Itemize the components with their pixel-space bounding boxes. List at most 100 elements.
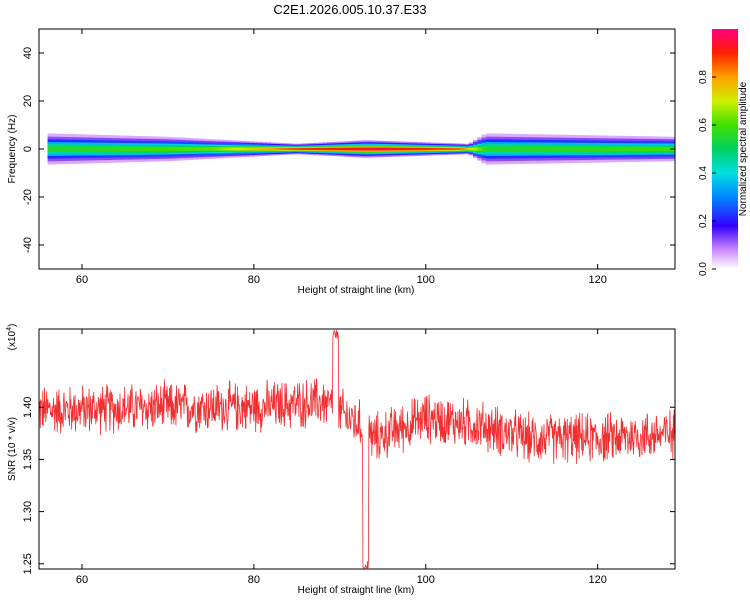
band-cell bbox=[442, 147, 448, 151]
band-cell bbox=[326, 147, 332, 151]
band-cell bbox=[288, 148, 293, 150]
x-tick-label: 120 bbox=[588, 574, 606, 586]
band-cell bbox=[262, 147, 268, 151]
band-cell bbox=[210, 147, 216, 151]
band-cell bbox=[490, 146, 495, 152]
band-cell bbox=[155, 146, 160, 152]
y-tick-label: 0 bbox=[22, 146, 34, 152]
band-cell bbox=[369, 147, 375, 151]
band-cell bbox=[176, 147, 182, 151]
snr-x-label: Height of straight line (km) bbox=[298, 585, 415, 596]
colorbar-tick-label: 0.8 bbox=[698, 70, 709, 84]
y-tick-label: 1.25 bbox=[22, 553, 34, 574]
snr-frame bbox=[38, 328, 676, 570]
band-cell bbox=[554, 146, 560, 152]
band-cell bbox=[73, 146, 78, 152]
spectrogram-panel: 60 80 100 120 -40 -20 0 20 40 Height of straigh… bbox=[7, 28, 676, 296]
band-cell bbox=[56, 146, 61, 152]
band-cell bbox=[271, 147, 276, 151]
band-cell bbox=[468, 147, 474, 151]
band-cell bbox=[550, 146, 555, 152]
band-cell bbox=[240, 147, 246, 151]
band-cell bbox=[103, 146, 109, 152]
band-cell bbox=[202, 147, 207, 151]
band-cell bbox=[477, 146, 482, 152]
band-cell bbox=[520, 146, 525, 152]
band-cell bbox=[331, 147, 336, 151]
band-cell bbox=[601, 146, 607, 152]
band-cell bbox=[163, 146, 169, 152]
band-cell bbox=[228, 147, 233, 151]
band-cell bbox=[129, 146, 134, 152]
band-cell bbox=[107, 146, 113, 152]
band-cell bbox=[503, 146, 508, 152]
band-cell bbox=[253, 147, 259, 151]
band-cell bbox=[348, 147, 354, 151]
band-cell bbox=[644, 146, 650, 152]
band-cell bbox=[627, 146, 633, 152]
band-cell bbox=[606, 146, 611, 152]
snr-y-ticks: 1.25 1.30 1.35 1.40 bbox=[22, 397, 675, 574]
band-cell bbox=[662, 146, 667, 152]
band-cell bbox=[451, 148, 457, 150]
band-cell bbox=[511, 146, 517, 152]
band-cell bbox=[305, 148, 311, 150]
band-cell bbox=[614, 146, 620, 152]
spectrogram-y-ticks: -40 -20 0 20 40 bbox=[22, 47, 675, 253]
band-cell bbox=[69, 146, 74, 152]
band-cell bbox=[215, 147, 220, 151]
band-cell bbox=[632, 146, 637, 152]
band-cell bbox=[283, 148, 289, 150]
band-cell bbox=[460, 148, 465, 150]
band-cell bbox=[193, 147, 199, 151]
band-cell bbox=[597, 146, 603, 152]
band-cell bbox=[142, 146, 147, 152]
colorbar-ticks: 0.0 0.2 0.4 0.6 0.8 bbox=[698, 70, 716, 276]
band-cell bbox=[399, 147, 405, 151]
band-cell bbox=[649, 146, 654, 152]
band-cell bbox=[185, 147, 190, 151]
band-cell bbox=[391, 147, 396, 151]
band-cell bbox=[64, 146, 70, 152]
band-cell bbox=[408, 147, 414, 151]
band-cell bbox=[623, 146, 629, 152]
colorbar-label: Normalized spectral amplitude bbox=[738, 81, 749, 216]
band-cell bbox=[266, 147, 272, 151]
band-cell bbox=[249, 147, 255, 151]
band-cell bbox=[365, 147, 371, 151]
band-cell bbox=[146, 146, 152, 152]
band-cell bbox=[434, 147, 439, 151]
band-cell bbox=[236, 147, 242, 151]
band-cell bbox=[537, 146, 543, 152]
band-cell bbox=[124, 146, 130, 152]
band-cell bbox=[361, 147, 366, 151]
x-tick-label: 60 bbox=[76, 574, 88, 586]
band-cell bbox=[357, 147, 362, 151]
colorbar-tick-label: 0.6 bbox=[698, 118, 709, 132]
spectrogram-x-ticks: 60 80 100 120 bbox=[76, 29, 607, 286]
band-cell bbox=[120, 146, 126, 152]
band-cell bbox=[232, 147, 237, 151]
band-cell bbox=[412, 147, 418, 151]
band-cell bbox=[352, 147, 358, 151]
band-cell bbox=[296, 148, 302, 150]
snr-multiplier-close: ) bbox=[7, 324, 18, 327]
band-cell bbox=[150, 146, 156, 152]
band-cell bbox=[481, 146, 487, 152]
snr-plot-area bbox=[39, 329, 675, 569]
band-cell bbox=[404, 147, 409, 151]
colorbar-tick-label: 0.4 bbox=[698, 166, 709, 180]
band-cell bbox=[318, 147, 323, 151]
band-cell bbox=[438, 147, 444, 151]
band-cell bbox=[464, 148, 470, 150]
band-cell bbox=[86, 146, 91, 152]
colorbar: 0.0 0.2 0.4 0.6 0.8 Normalized spectral ampl… bbox=[698, 29, 749, 276]
band-cell bbox=[60, 146, 66, 152]
band-cell bbox=[219, 147, 225, 151]
y-tick-label: 20 bbox=[22, 95, 34, 107]
band-cell bbox=[374, 147, 379, 151]
band-cell bbox=[314, 147, 319, 151]
band-cell bbox=[81, 146, 87, 152]
band-cell bbox=[524, 146, 530, 152]
